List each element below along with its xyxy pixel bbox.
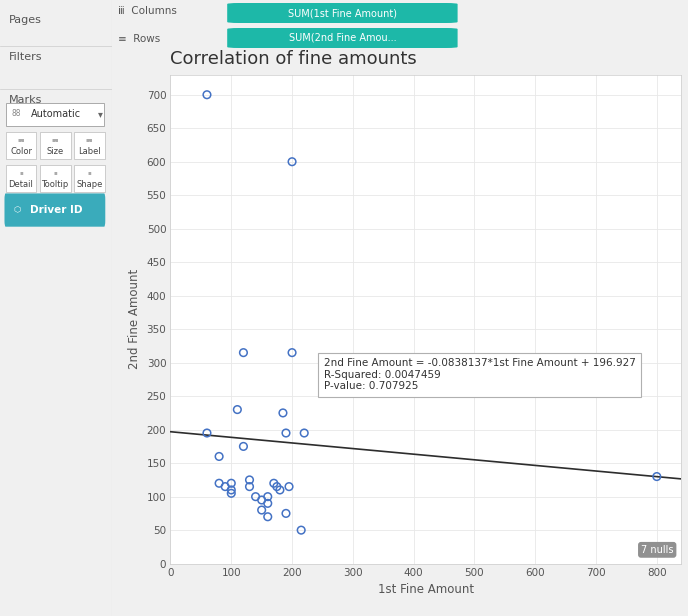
Text: ▪▪: ▪▪ [85, 137, 93, 142]
Point [256, 495, 267, 505]
Point [202, 90, 213, 100]
Text: Pages: Pages [9, 15, 42, 25]
Text: ▪: ▪ [53, 170, 57, 175]
Point [250, 492, 261, 501]
Text: Driver ID: Driver ID [30, 205, 83, 215]
Point [219, 482, 230, 492]
Point [652, 472, 663, 482]
Text: Color: Color [10, 147, 32, 156]
FancyBboxPatch shape [6, 132, 36, 159]
Point [277, 408, 288, 418]
Point [232, 405, 243, 415]
Text: ▾: ▾ [98, 109, 103, 119]
Point [287, 157, 298, 167]
Text: ▪▪: ▪▪ [52, 137, 59, 142]
Point [262, 492, 273, 501]
Point [244, 475, 255, 485]
X-axis label: 1st Fine Amount: 1st Fine Amount [378, 583, 474, 596]
Point [213, 452, 224, 461]
Point [226, 485, 237, 495]
Point [213, 479, 224, 488]
Text: ⅲ  Columns: ⅲ Columns [118, 6, 177, 16]
Text: ▪: ▪ [87, 170, 92, 175]
Text: ≡  Rows: ≡ Rows [118, 34, 160, 44]
FancyBboxPatch shape [6, 165, 36, 192]
Point [281, 508, 292, 518]
Text: 88: 88 [11, 110, 21, 118]
FancyBboxPatch shape [74, 132, 105, 159]
Point [202, 428, 213, 438]
Text: SUM(2nd Fine Amou...: SUM(2nd Fine Amou... [288, 33, 396, 43]
Text: SUM(1st Fine Amount): SUM(1st Fine Amount) [288, 8, 397, 18]
Point [226, 488, 237, 498]
Text: ▪: ▪ [19, 170, 23, 175]
Point [244, 482, 255, 492]
Point [262, 498, 273, 508]
FancyBboxPatch shape [6, 103, 104, 126]
Point [271, 482, 282, 492]
Text: ⬡: ⬡ [14, 206, 21, 214]
Point [296, 525, 307, 535]
Point [287, 347, 298, 357]
Text: Tooltip: Tooltip [41, 180, 69, 189]
Point [281, 428, 292, 438]
Text: Label: Label [78, 147, 100, 156]
Y-axis label: 2nd Fine Amount: 2nd Fine Amount [128, 269, 141, 369]
Point [262, 512, 273, 522]
Text: Filters: Filters [9, 52, 43, 62]
Text: 7 nulls: 7 nulls [641, 545, 674, 555]
FancyBboxPatch shape [74, 165, 105, 192]
Text: ▪▪: ▪▪ [17, 137, 25, 142]
FancyBboxPatch shape [227, 3, 458, 23]
FancyBboxPatch shape [5, 193, 105, 227]
Text: Size: Size [47, 147, 64, 156]
Point [238, 347, 249, 357]
FancyBboxPatch shape [40, 165, 71, 192]
FancyBboxPatch shape [40, 132, 71, 159]
Point [268, 479, 279, 488]
Point [275, 485, 286, 495]
Text: Marks: Marks [9, 95, 43, 105]
Point [283, 482, 294, 492]
Text: Automatic: Automatic [32, 109, 81, 119]
FancyBboxPatch shape [227, 28, 458, 48]
Text: Shape: Shape [76, 180, 103, 189]
Point [299, 428, 310, 438]
Text: Correlation of fine amounts: Correlation of fine amounts [171, 49, 417, 68]
Point [238, 442, 249, 452]
Point [226, 479, 237, 488]
Text: Detail: Detail [8, 180, 34, 189]
Text: 2nd Fine Amount = -0.0838137*1st Fine Amount + 196.927
R-Squared: 0.0047459
P-va: 2nd Fine Amount = -0.0838137*1st Fine Am… [323, 359, 636, 391]
Point [256, 505, 267, 515]
